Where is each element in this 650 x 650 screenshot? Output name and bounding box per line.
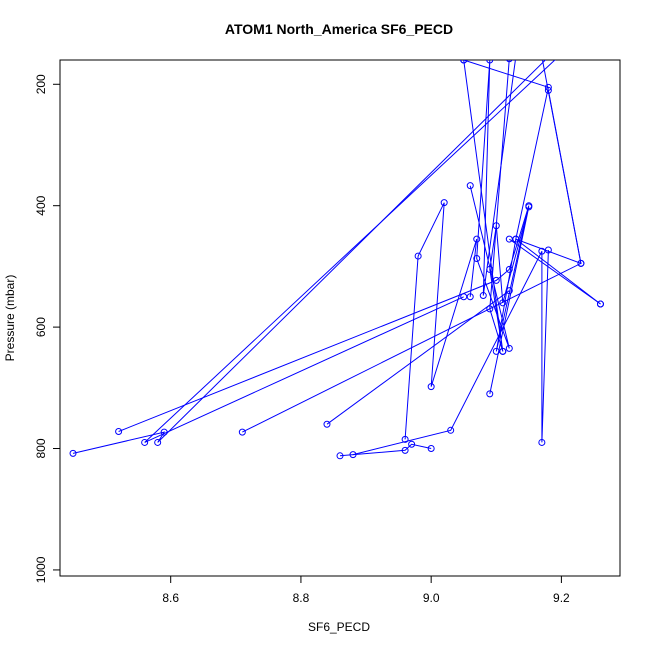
series-line (489, 60, 510, 352)
data-point (401, 435, 409, 443)
x-tick-label: 9.0 (423, 591, 440, 605)
data-point (466, 182, 474, 190)
data-point (486, 265, 494, 273)
data-point (408, 440, 416, 448)
data-point (486, 390, 494, 398)
data-point (473, 235, 481, 243)
data-point (505, 265, 513, 273)
data-point (544, 86, 552, 94)
x-tick-label: 8.8 (293, 591, 310, 605)
data-point (544, 246, 552, 254)
data-point (492, 347, 500, 355)
data-point (505, 344, 513, 352)
data-point (506, 60, 513, 63)
data-point (538, 438, 546, 446)
data-point (596, 300, 604, 308)
y-tick-label: 600 (34, 317, 48, 337)
data-point (447, 426, 455, 434)
plot-frame (59, 59, 621, 577)
series-lines (72, 60, 601, 457)
data-point (160, 428, 168, 436)
series-line (509, 238, 601, 305)
series-line (469, 60, 516, 349)
data-point (427, 383, 435, 391)
data-point (505, 287, 513, 295)
data-point (336, 452, 344, 460)
data-point (492, 222, 500, 230)
series-line (72, 60, 547, 454)
y-axis-label: Pressure (mbar) (3, 275, 17, 362)
series-points (69, 60, 604, 460)
x-tick-label: 9.2 (553, 591, 570, 605)
data-point (479, 292, 487, 300)
data-point (460, 293, 468, 301)
data-point (414, 252, 422, 260)
data-point (115, 428, 123, 436)
x-axis: 8.6 8.8 9.0 9.2 (162, 576, 570, 605)
y-axis: 200 400 600 800 1000 (34, 74, 60, 583)
data-point (323, 420, 331, 428)
data-point (486, 60, 494, 64)
data-point (499, 299, 507, 307)
series-line (339, 443, 432, 457)
x-tick-label: 8.6 (162, 591, 179, 605)
data-point (154, 438, 162, 446)
data-point (577, 259, 585, 267)
data-point (460, 60, 468, 64)
data-point (401, 446, 409, 454)
series-line (352, 249, 549, 456)
series-line (515, 90, 601, 305)
data-point (69, 449, 77, 457)
data-point (538, 247, 546, 255)
data-point (141, 438, 149, 446)
data-point (486, 305, 494, 313)
y-tick-label: 800 (34, 438, 48, 458)
data-point (525, 203, 533, 211)
data-point (238, 428, 246, 436)
data-point (512, 235, 520, 243)
series-line (326, 290, 510, 425)
data-point (466, 293, 474, 301)
x-axis-label: SF6_PECD (308, 620, 370, 634)
data-point (473, 255, 481, 263)
data-point (505, 235, 513, 243)
chart-title: ATOM1 North_America SF6_PECD (225, 21, 453, 37)
data-point (499, 347, 507, 355)
y-tick-label: 200 (34, 74, 48, 94)
data-point (349, 451, 357, 459)
y-tick-label: 400 (34, 195, 48, 215)
series-line (118, 60, 549, 432)
series-line (404, 202, 478, 440)
data-point (544, 83, 552, 91)
data-point (440, 199, 448, 207)
data-point (492, 276, 500, 284)
y-tick-label: 1000 (34, 556, 48, 583)
data-point (427, 445, 435, 453)
series-line (144, 60, 556, 443)
